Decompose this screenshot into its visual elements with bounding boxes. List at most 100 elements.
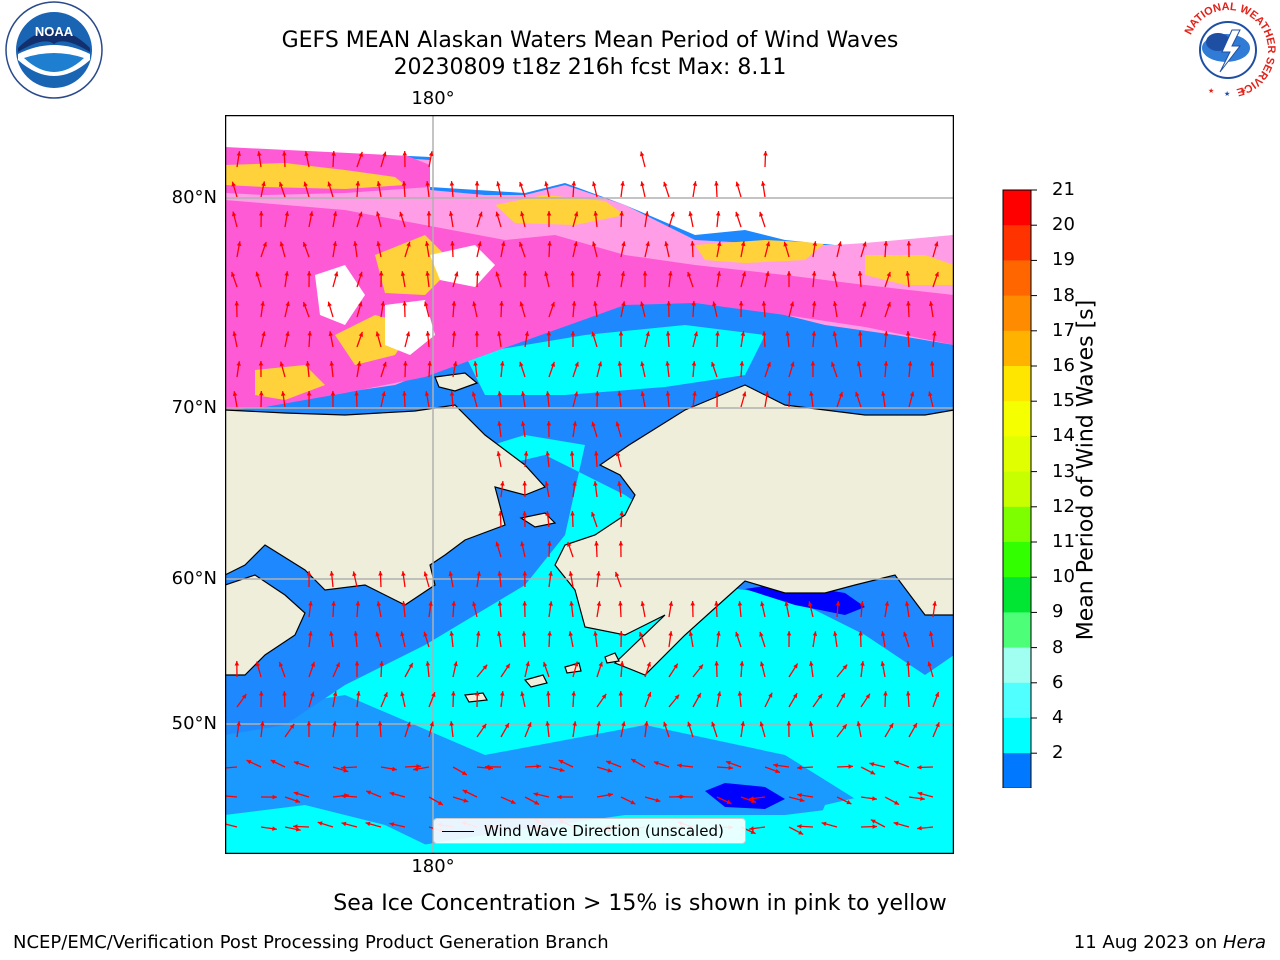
- wind-wave-arrowhead: [615, 571, 620, 577]
- wind-wave-arrowhead: [735, 211, 740, 217]
- wind-wave-arrowhead: [310, 691, 315, 697]
- wind-wave-arrowhead: [270, 760, 276, 765]
- wind-wave-arrowhead: [761, 301, 767, 306]
- map-legend: Wind Wave Direction (unscaled): [433, 818, 746, 844]
- colorbar-segment: [1003, 330, 1031, 367]
- wind-wave-arrowhead: [261, 181, 266, 187]
- wind-wave-arrowhead: [327, 301, 332, 307]
- wind-wave-arrowhead: [449, 181, 455, 186]
- colorbar-segment: [1003, 190, 1031, 226]
- colorbar-segment: [1003, 260, 1031, 297]
- wind-wave-arrowhead: [293, 824, 298, 829]
- wind-wave-arrowhead: [428, 601, 433, 606]
- wind-wave-arrowhead: [558, 760, 564, 764]
- wind-wave-arrowhead: [400, 631, 405, 637]
- wind-wave-arrowhead: [358, 331, 363, 337]
- wind-wave-arrowhead: [761, 181, 766, 186]
- lat-label-70: 70°N: [171, 397, 217, 418]
- wind-wave-arrowhead: [759, 211, 764, 217]
- wind-wave-arrowhead: [519, 181, 524, 187]
- wind-wave-arrowhead: [392, 766, 397, 772]
- wind-wave-arrowhead: [696, 693, 701, 698]
- wind-wave-arrowhead: [893, 821, 899, 826]
- wind-wave-arrowhead: [378, 271, 384, 276]
- colorbar-segment: [1003, 718, 1031, 754]
- wind-wave-arrowhead: [861, 301, 867, 307]
- wind-wave-arrowhead: [739, 661, 745, 666]
- wind-wave-arrowhead: [639, 151, 645, 157]
- wind-wave-arrowhead: [668, 271, 673, 276]
- wind-wave-arrowhead: [380, 301, 385, 306]
- wind-wave-arrowhead: [573, 661, 579, 667]
- wind-wave-arrowhead: [495, 271, 500, 277]
- wind-wave-arrowhead: [716, 691, 722, 697]
- lon-label-top: 180°: [411, 88, 455, 109]
- wind-wave-arrowhead: [688, 211, 693, 217]
- wind-wave-arrowhead: [522, 601, 527, 606]
- wind-wave-arrowhead: [572, 421, 577, 426]
- wind-wave-arrowhead: [884, 601, 890, 606]
- wind-wave-arrowhead: [426, 211, 432, 216]
- wind-wave-arrowhead: [305, 361, 311, 366]
- wind-wave-arrowhead: [365, 821, 371, 827]
- wind-wave-arrowhead: [428, 151, 434, 157]
- wind-wave-arrowhead: [423, 631, 428, 637]
- wind-wave-arrowhead: [510, 799, 516, 804]
- wind-wave-arrowhead: [883, 331, 889, 336]
- wind-wave-arrowhead: [883, 241, 889, 246]
- wind-wave-arrowhead: [259, 691, 264, 696]
- wind-wave-arrowhead: [572, 481, 577, 486]
- wind-wave-arrowhead: [474, 181, 480, 186]
- wind-wave-arrowhead: [279, 241, 285, 247]
- wind-wave-arrowhead: [808, 721, 814, 726]
- wind-wave-arrowhead: [505, 663, 510, 669]
- wind-wave-arrowhead: [621, 301, 626, 307]
- wind-wave-arrowhead: [619, 211, 624, 216]
- colorbar-segment: [1003, 612, 1031, 649]
- wind-wave-arrowhead: [573, 211, 579, 217]
- wind-wave-arrowhead: [332, 691, 338, 697]
- colorbar-segment: [1003, 647, 1031, 684]
- wind-wave-arrowhead: [644, 721, 649, 726]
- wind-wave-arrowhead: [302, 242, 308, 247]
- wind-wave-arrowhead: [714, 181, 719, 186]
- colorbar-tick-label: 21: [1052, 179, 1075, 200]
- wind-wave-arrowhead: [375, 631, 380, 637]
- wind-wave-arrowhead: [860, 661, 865, 666]
- wind-wave-arrowhead: [593, 481, 598, 486]
- wind-wave-arrowhead: [354, 661, 360, 666]
- colorbar-tick-label: 20: [1052, 214, 1075, 236]
- wind-wave-arrowhead: [670, 211, 675, 217]
- wind-wave-arrowhead: [402, 301, 407, 306]
- wind-wave-arrowhead: [646, 661, 651, 667]
- wind-wave-arrowhead: [764, 391, 770, 396]
- wind-wave-arrowhead: [547, 631, 552, 636]
- wind-wave-arrowhead: [234, 301, 239, 306]
- colorbar-segment: [1003, 471, 1031, 508]
- wind-wave-arrowhead: [358, 151, 363, 157]
- wind-wave-arrowhead: [496, 181, 501, 187]
- wind-wave-arrowhead: [886, 271, 891, 277]
- wind-wave-arrowhead: [812, 631, 818, 636]
- wind-wave-arrowhead: [593, 631, 598, 636]
- wind-wave-arrowhead: [341, 821, 347, 827]
- wind-wave-arrowhead: [934, 241, 939, 247]
- wind-wave-arrowhead: [631, 759, 637, 764]
- wind-wave-arrowhead: [544, 181, 549, 187]
- wind-wave-arrowhead: [785, 331, 790, 336]
- wind-wave-arrowhead: [691, 301, 696, 306]
- wind-wave-arrowhead: [655, 798, 661, 803]
- wind-wave-arrowhead: [497, 331, 502, 336]
- wind-wave-arrowhead: [621, 241, 626, 247]
- wind-wave-arrowhead: [303, 181, 308, 187]
- wind-wave-arrowhead: [574, 361, 579, 367]
- wind-wave-arrowhead: [232, 331, 237, 337]
- wind-wave-arrowhead: [888, 723, 894, 729]
- wind-wave-arrowhead: [519, 301, 524, 307]
- wind-wave-arrowhead: [448, 571, 453, 577]
- wind-wave-arrowhead: [832, 331, 838, 337]
- wind-wave-arrowhead: [545, 721, 550, 726]
- wind-wave-arrowhead: [932, 331, 937, 336]
- wind-wave-arrowhead: [500, 481, 505, 486]
- wind-wave-arrowhead: [376, 181, 382, 187]
